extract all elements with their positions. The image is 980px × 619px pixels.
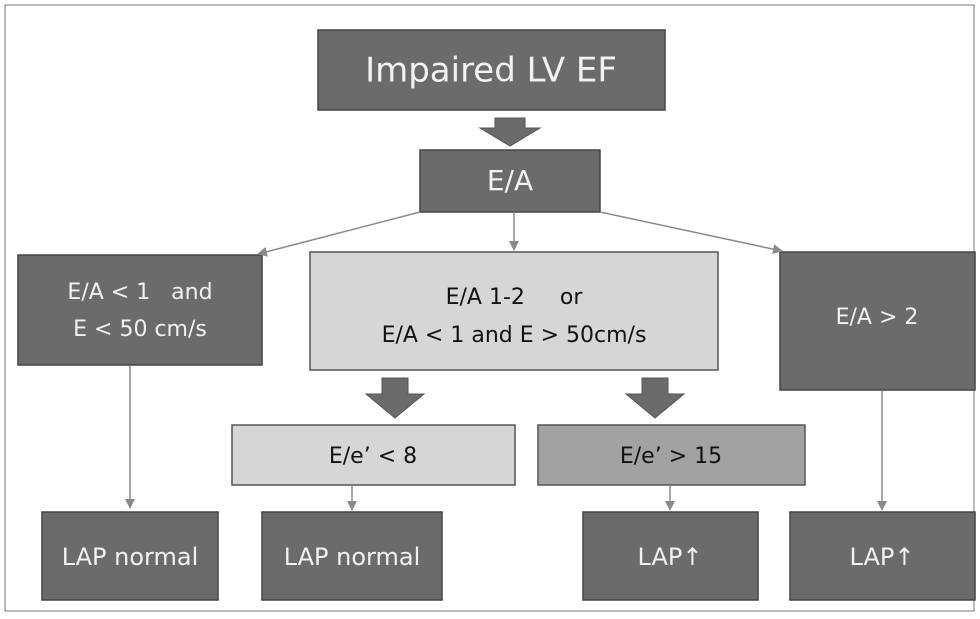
node-box xyxy=(317,29,666,111)
node-label: LAP normal xyxy=(284,543,421,571)
arrow xyxy=(257,211,421,257)
node-label: E/A > 2 xyxy=(836,305,919,330)
fat-arrow xyxy=(624,377,686,419)
node-label: LAP normal xyxy=(62,543,199,571)
node-label: E/A < 1 and E > 50cm/s xyxy=(382,323,647,348)
node-box xyxy=(41,511,219,601)
arrow xyxy=(599,211,783,255)
node-box xyxy=(17,254,263,366)
node-box xyxy=(261,511,443,601)
node-box xyxy=(419,149,601,213)
node-box xyxy=(789,511,976,601)
fat-arrow xyxy=(478,117,542,147)
node-label: LAP↑ xyxy=(850,543,915,571)
node-label: Impaired LV EF xyxy=(365,51,617,91)
node-box xyxy=(231,424,516,486)
node-box xyxy=(309,251,719,371)
node-box xyxy=(537,424,806,486)
node-box xyxy=(582,511,759,601)
node-label: E/A xyxy=(487,164,533,197)
node-label: E/A 1-2 or xyxy=(446,285,584,310)
node-label: E < 50 cm/s xyxy=(73,317,207,342)
node-label: E/e’ > 15 xyxy=(620,444,722,469)
node-label: LAP↑ xyxy=(638,543,703,571)
node-label: E/e’ < 8 xyxy=(329,444,417,469)
node-label: E/A < 1 and xyxy=(67,280,212,305)
node-box xyxy=(779,251,976,391)
fat-arrow xyxy=(364,377,426,419)
